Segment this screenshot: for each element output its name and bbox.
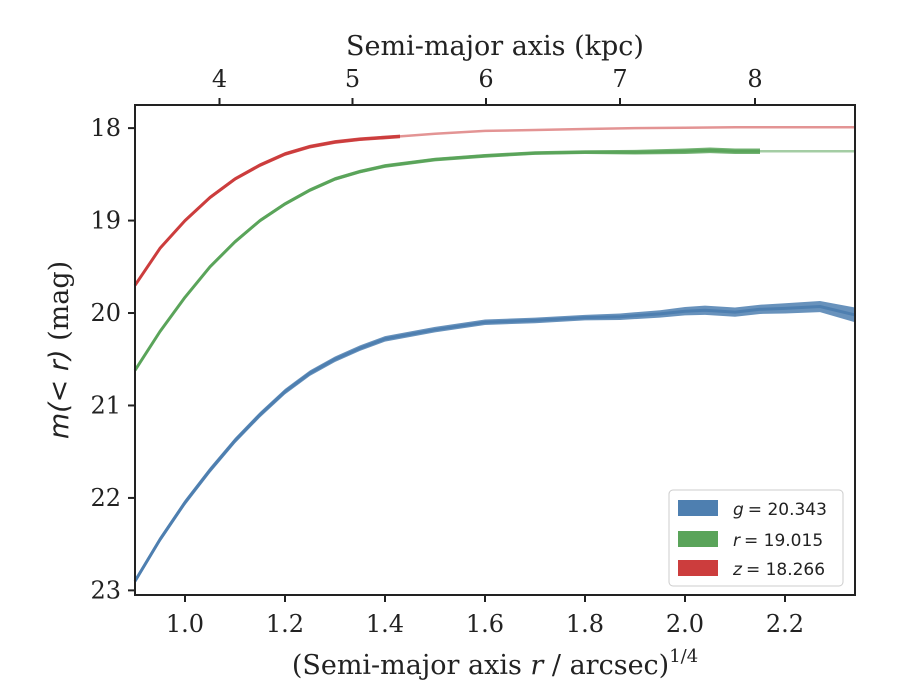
y-tick-label: 22 <box>90 484 121 512</box>
y-axis-ticks: 18 19 20 21 22 23 <box>90 114 135 604</box>
top-axis-label: Semi-major axis (kpc) <box>346 31 644 62</box>
top-tick-label: 6 <box>478 65 493 93</box>
line-r <box>133 148 760 372</box>
top-axis-ticks: 4 5 6 7 8 <box>212 65 763 105</box>
y-axis-label-main: m(< r) <box>44 349 75 439</box>
y-tick-label: 19 <box>90 207 121 235</box>
x-tick-label: 1.6 <box>466 610 504 638</box>
line-z <box>133 134 401 287</box>
line-z-extension <box>399 125 855 138</box>
x-axis-label-tail: / arcsec) <box>543 650 669 681</box>
line-g <box>133 305 856 582</box>
legend-var-r: r <box>733 531 741 551</box>
x-axis-label-exponent: 1/4 <box>669 646 698 667</box>
x-tick-label: 1.4 <box>366 610 404 638</box>
legend-label-r: r = 19.015 <box>733 531 823 551</box>
legend-swatch-z <box>678 560 718 576</box>
legend-label-z: z = 18.266 <box>732 560 825 580</box>
x-axis-label: (Semi-major axis r / arcsec)1/4 <box>292 646 698 681</box>
legend-swatch-r <box>678 531 718 547</box>
x-tick-label: 2.2 <box>766 610 804 638</box>
x-tick-label: 1.0 <box>166 610 204 638</box>
top-tick-label: 7 <box>612 65 627 93</box>
y-axis-label-unit: (mag) <box>44 261 75 350</box>
y-tick-label: 23 <box>90 576 121 604</box>
x-tick-label: 2.0 <box>666 610 704 638</box>
x-axis-ticks: 1.0 1.2 1.4 1.6 1.8 2.0 2.2 <box>166 595 804 638</box>
x-tick-label: 1.8 <box>566 610 604 638</box>
legend-var-z: z <box>732 560 743 580</box>
legend-value-z: = 18.266 <box>746 560 825 580</box>
y-tick-label: 21 <box>90 391 121 419</box>
y-axis-label: m(< r) (mag) <box>44 261 75 439</box>
legend-label-g: g = 20.343 <box>733 500 827 520</box>
top-tick-label: 8 <box>747 65 762 93</box>
x-axis-label-main: (Semi-major axis <box>292 650 531 681</box>
series-lines <box>133 125 856 582</box>
y-tick-label: 20 <box>90 299 121 327</box>
legend-swatch-g <box>678 500 718 516</box>
legend: g = 20.343 r = 19.015 z = 18.266 <box>668 489 844 587</box>
legend-var-g: g <box>733 500 744 520</box>
legend-value-r: = 19.015 <box>744 531 823 551</box>
legend-value-g: = 20.343 <box>748 500 827 520</box>
y-tick-label: 18 <box>90 114 121 142</box>
x-tick-label: 1.2 <box>266 610 304 638</box>
top-tick-label: 4 <box>212 65 227 93</box>
top-tick-label: 5 <box>345 65 360 93</box>
x-axis-label-var: r <box>530 650 545 681</box>
plot-frame <box>134 104 856 596</box>
